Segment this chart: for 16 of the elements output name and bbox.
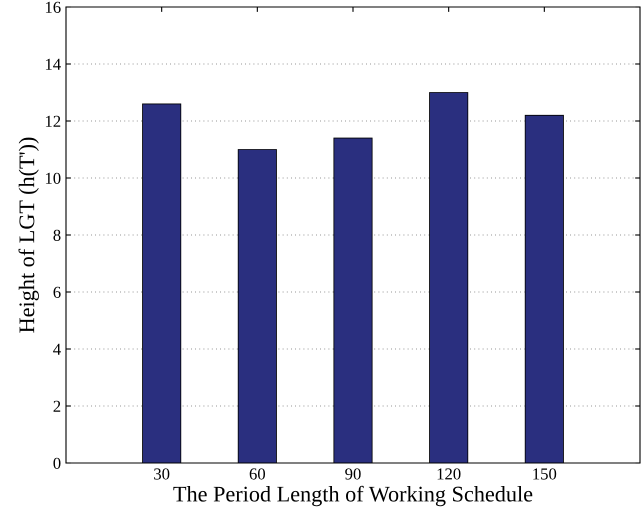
x-tick-label: 30 [154, 468, 170, 480]
y-tick-label: 4 [53, 344, 61, 355]
x-tick-label: 150 [533, 468, 556, 480]
y-tick-label: 0 [53, 458, 61, 469]
y-tick-label: 14 [46, 58, 61, 70]
y-tick-label: 8 [53, 230, 61, 241]
y-tick-label: 2 [54, 400, 60, 412]
y-tick-label: 10 [46, 172, 61, 184]
y-tick-label: 6 [54, 286, 61, 298]
x-tick-label: 60 [250, 468, 266, 480]
y-tick-label: 16 [46, 2, 61, 13]
x-tick-label: 90 [345, 468, 361, 480]
x-axis-title: The Period Length of Working Schedule [173, 486, 532, 506]
x-tick-label: 120 [438, 468, 461, 480]
y-axis-title: Height of LGT (h(T')) [18, 138, 39, 333]
y-tick-label: 12 [46, 116, 60, 127]
